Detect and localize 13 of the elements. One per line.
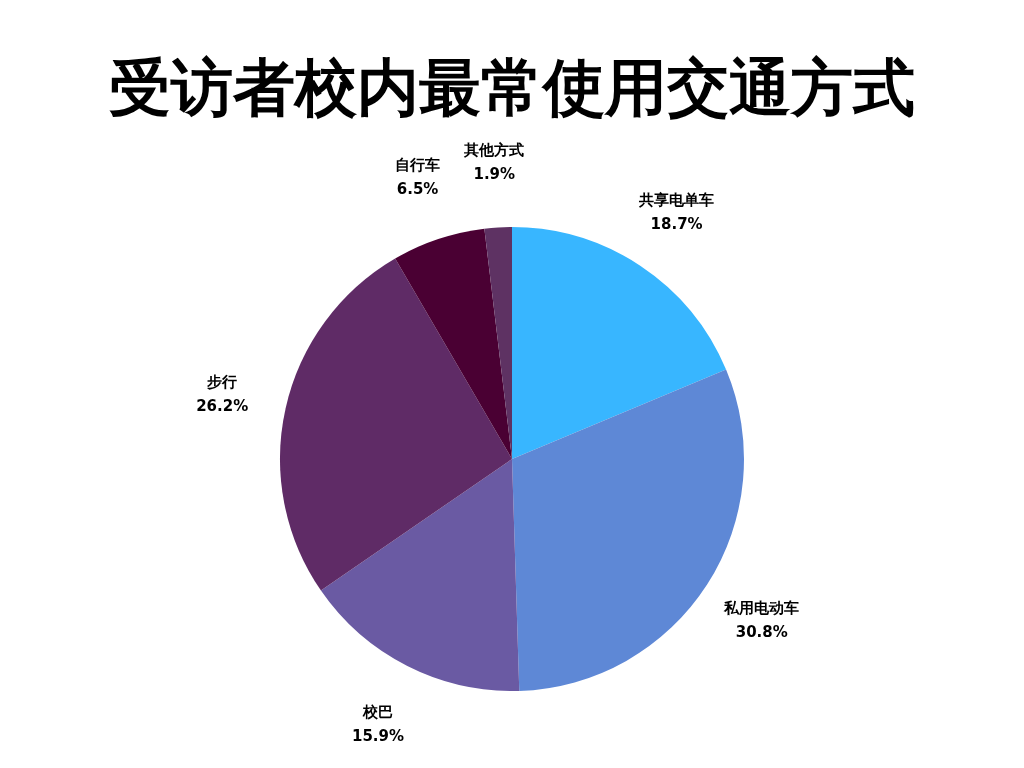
slice-label: 自行车 [395,156,441,175]
data-label: 30.8% [735,622,788,641]
data-label: 15.9% [351,726,405,745]
slice-label: 校巴 [362,702,394,721]
data-label: 18.7% [650,214,703,233]
data-label: 6.5% [396,180,439,199]
data-label: 1.9% [473,165,516,184]
chart-title: 受访者校内最常使用交通方式 [108,50,916,124]
slice-label: 共享电单车 [638,190,715,209]
slice-label: 步行 [206,373,238,392]
slice-label: 私用电动车 [723,598,800,617]
slice-label: 其他方式 [463,141,525,160]
data-label: 26.2% [196,397,249,416]
